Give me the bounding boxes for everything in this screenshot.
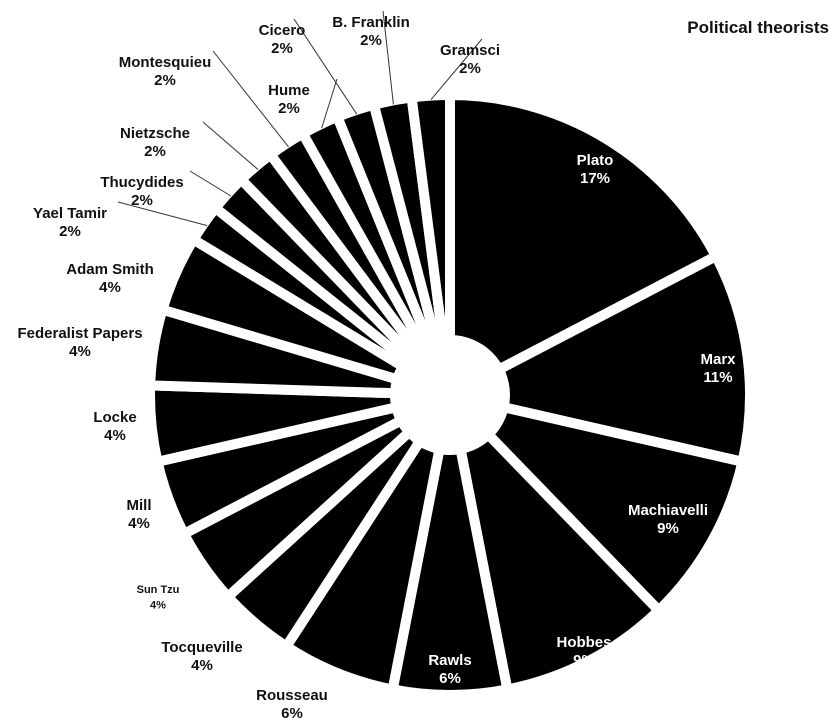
label-connectors <box>117 10 483 227</box>
slice-label-machiavelli: Machiavelli 9% <box>628 502 708 537</box>
pie-slices <box>145 90 755 700</box>
leader-line-b-franklin <box>382 10 394 105</box>
slice-label-hobbes: Hobbes 9% <box>556 634 611 669</box>
slice-label-sun-tzu: Sun Tzu 4% <box>137 584 180 611</box>
slice-label-tocqueville: Tocqueville 4% <box>161 639 242 674</box>
slice-label-rawls: Rawls 6% <box>428 652 471 687</box>
slice-label-cicero: Cicero 2% <box>259 22 306 57</box>
pie-slice-hobbes <box>445 390 664 695</box>
slice-label-mill: Mill 4% <box>127 497 152 532</box>
slice-label-adam-smith: Adam Smith 4% <box>66 261 154 296</box>
pie-slice-plato <box>445 90 721 400</box>
pie-slice-machiavelli <box>445 390 748 616</box>
slice-label-rousseau: Rousseau 6% <box>256 687 328 722</box>
leader-line-nietzsche <box>202 121 259 170</box>
slice-label-yael-tamir: Yael Tamir 2% <box>33 205 107 240</box>
slice-label-marx: Marx 11% <box>700 351 736 386</box>
slice-label-federalist-papers: Federalist Papers 4% <box>17 325 142 360</box>
slice-label-montesquieu: Montesquieu 2% <box>119 54 212 89</box>
pie-center-hole <box>390 335 510 455</box>
slice-label-plato: Plato 17% <box>577 152 614 187</box>
leader-line-montesquieu <box>212 50 289 148</box>
leader-line-yael-tamir <box>117 201 208 227</box>
chart-title: Political theorists <box>687 18 829 37</box>
slice-label-hume: Hume 2% <box>268 82 310 117</box>
leader-line-thucydides <box>189 170 232 197</box>
leader-line-hume <box>321 78 338 129</box>
slice-labels: Plato 17% Marx 11% Machiavelli 9% Hobbes 9% Rawl… <box>17 14 736 722</box>
pie-slice-gramsci <box>406 90 455 400</box>
slice-label-b-franklin: B. Franklin 2% <box>332 14 410 49</box>
slice-label-nietzsche: Nietzsche 2% <box>120 125 190 160</box>
leader-line-gramsci <box>430 38 483 100</box>
slice-label-thucydides: Thucydides 2% <box>100 174 183 209</box>
slice-label-gramsci: Gramsci 2% <box>440 42 500 77</box>
slice-label-locke: Locke 4% <box>93 409 136 444</box>
leader-line-cicero <box>293 18 358 115</box>
